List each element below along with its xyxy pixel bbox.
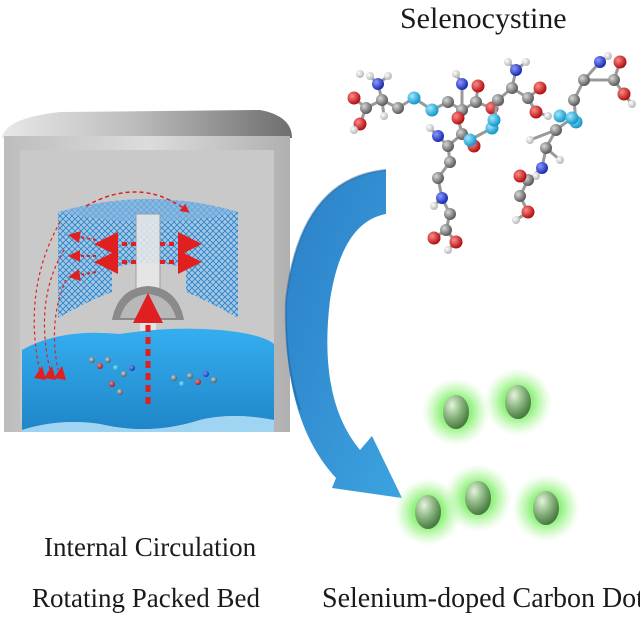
carbon-dot [422,378,490,446]
return-arc [43,249,65,371]
atom [628,100,636,108]
carbon-dot [512,474,580,542]
atom [432,130,444,142]
carbon-dot [444,464,512,532]
atom [556,156,564,164]
atom [470,96,482,108]
atom [544,112,552,120]
atom [578,74,590,86]
atom [427,231,441,245]
circulation-arrows [33,191,202,404]
atom [436,192,448,204]
carbon-dots [394,368,580,546]
atom [425,103,439,117]
atom [514,190,526,202]
atom [366,72,374,80]
atom [522,92,534,104]
atom [440,224,452,236]
atom [442,140,454,152]
selenocystine-molecule [487,52,636,129]
atom [407,91,421,105]
return-arc [53,279,67,371]
atom [604,52,612,60]
atom [452,70,460,78]
top-circulation-arc [85,191,190,213]
atom [430,202,438,210]
atom [442,96,454,108]
atom [536,162,548,174]
atom [550,124,562,136]
atom [456,78,468,90]
atom [533,81,547,95]
atom [380,112,388,120]
atom [392,102,404,114]
atom [350,126,358,134]
reactor-lid [2,110,292,138]
atom [608,74,620,86]
atom [504,58,512,66]
selenocystine-molecules [347,52,636,254]
atom [376,94,388,106]
atom [449,235,463,249]
atom [492,94,504,106]
carbon-dot [484,368,552,436]
packing-mesh-top [58,199,238,222]
atom [426,124,434,132]
selenocystine-molecule [512,111,579,224]
atom [444,246,452,254]
process-arrow [284,169,402,498]
atom [384,72,392,80]
atom [553,109,567,123]
atom [617,87,631,101]
atom [613,55,627,69]
central-distributor [135,213,161,295]
molecule-title: Selenocystine [400,2,567,35]
atom [510,64,522,76]
atom [487,113,501,127]
return-arrowheads [34,366,66,380]
rotating-packed-bed-reactor [2,110,292,432]
atom [372,78,384,90]
atom [432,172,444,184]
atom [512,216,520,224]
atom [526,136,534,144]
atom [506,82,518,94]
atom [347,91,361,105]
selenocystine-molecule [347,70,504,134]
atom [513,169,527,183]
atom [444,208,456,220]
atom [471,79,485,93]
product-label: Selenium-doped Carbon Dots [322,583,640,614]
atom [522,58,530,66]
dissolved-molecules [89,357,217,395]
atom [463,133,477,147]
atom [444,156,456,168]
atom [529,105,543,119]
radial-arrow [68,231,97,243]
atom [532,172,540,180]
reactor-label-line2: Rotating Packed Bed [32,583,260,613]
radial-arrow [68,269,97,281]
atom [521,205,535,219]
atom [360,102,372,114]
selenocystine-molecule [426,111,499,254]
atom [594,56,606,68]
atom [356,70,364,78]
reactor-label-line1: Internal Circulation [44,532,257,562]
atom [451,111,465,125]
atom [565,111,579,125]
atom [540,142,552,154]
atom [568,94,580,106]
